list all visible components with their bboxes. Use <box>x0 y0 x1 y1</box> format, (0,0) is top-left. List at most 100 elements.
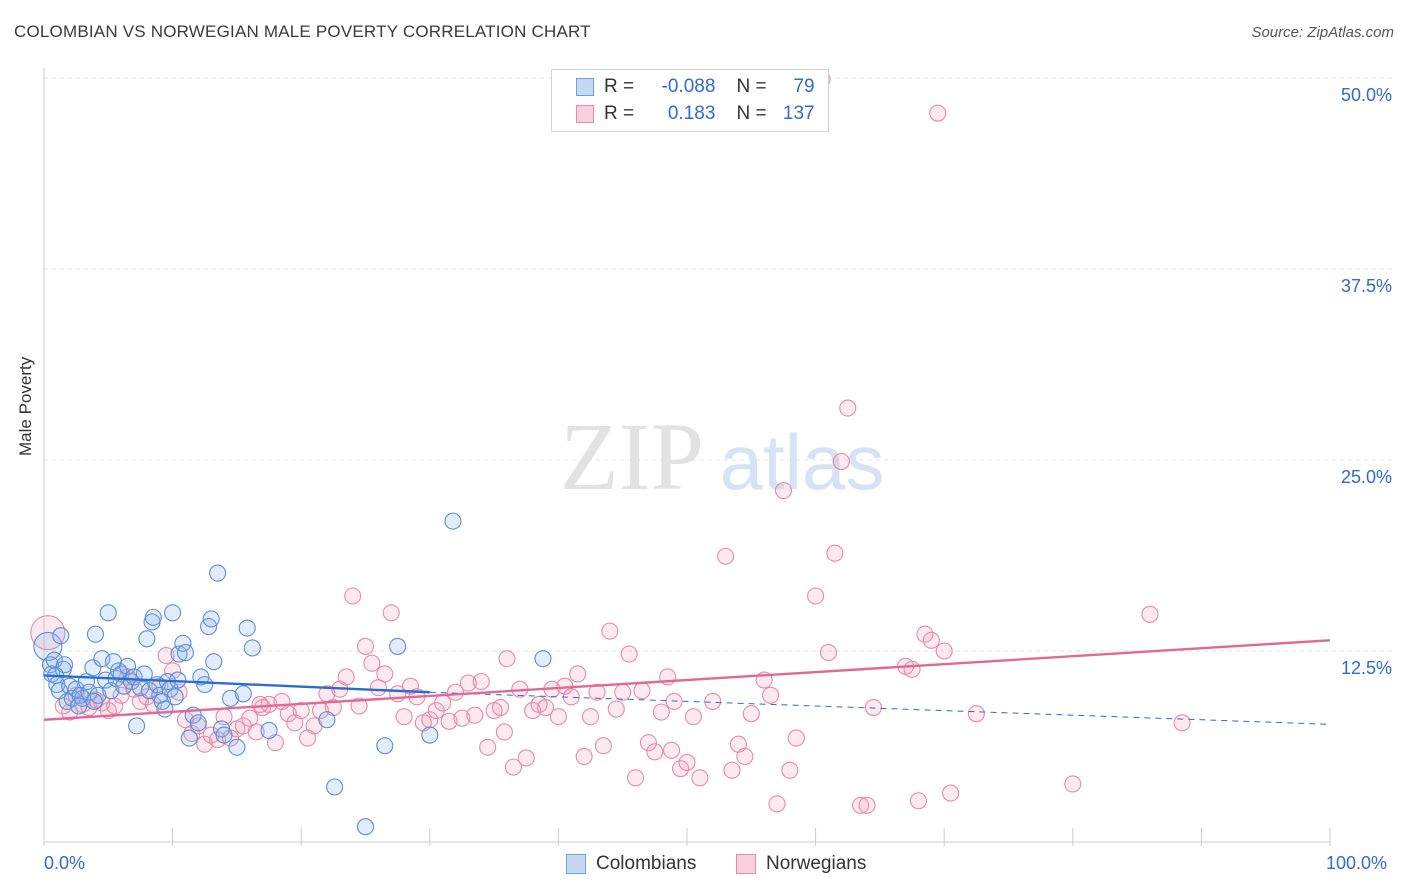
norwegians-point <box>903 660 921 678</box>
norwegians-point <box>832 452 850 471</box>
x-tick-label-min: 0.0% <box>44 853 86 873</box>
norwegians-point <box>929 104 947 122</box>
norwegians-point <box>607 700 625 718</box>
watermark-zip: ZIP <box>560 403 704 510</box>
colombians-point <box>389 637 407 655</box>
colombians-point <box>421 726 439 744</box>
norwegians-point <box>652 703 670 721</box>
colombians-point <box>166 688 184 706</box>
norwegians-point <box>601 622 619 640</box>
colombians-trend-line <box>43 674 430 694</box>
colombians-point <box>326 778 344 796</box>
legend-row-colombians: R = -0.088 N = 79 <box>576 75 815 99</box>
norwegians-point <box>446 683 465 701</box>
norwegians-point <box>916 625 934 643</box>
colombians-point <box>243 639 261 657</box>
norwegians-trend-line <box>43 639 1331 721</box>
norwegians-point <box>633 682 651 700</box>
norwegians-point <box>382 604 400 622</box>
source-label: Source: ZipAtlas.com <box>1251 24 1394 41</box>
norwegians-point <box>575 747 593 765</box>
colombians-point <box>45 651 63 669</box>
norwegians-point <box>922 631 940 649</box>
colombians-point <box>85 692 103 710</box>
norwegians-point <box>663 741 681 759</box>
r-value: -0.088 <box>661 76 716 97</box>
colombians-point <box>221 689 240 707</box>
colombians-point <box>33 631 63 661</box>
norwegians-point <box>395 708 413 726</box>
colombians-point <box>260 721 278 740</box>
colombians-point <box>128 717 146 735</box>
norwegians-point <box>369 679 387 697</box>
legend-label-colombians: Colombians <box>596 853 697 874</box>
norwegians-point <box>646 743 664 761</box>
norwegians-point <box>909 792 928 810</box>
n-label: N = <box>736 76 767 97</box>
colombians-point <box>196 676 214 694</box>
y-axis-label: Male Poverty <box>16 356 35 456</box>
norwegians-point <box>684 708 702 726</box>
norwegians-point <box>157 647 175 665</box>
colombians-point <box>215 726 233 744</box>
colombians-point <box>205 653 223 671</box>
norwegians-point <box>774 482 793 500</box>
colombians-point <box>84 659 102 677</box>
colombians-point <box>444 512 462 530</box>
norwegians-point <box>363 654 381 672</box>
norwegians-legend-swatch <box>736 854 756 874</box>
norwegians-point <box>627 769 645 787</box>
norwegians-point <box>549 708 567 726</box>
colombians-point <box>228 738 246 756</box>
colombians-point <box>122 673 140 691</box>
norwegians-point <box>704 692 722 710</box>
colombians-point <box>86 625 104 643</box>
norwegians-point <box>440 712 458 730</box>
norwegians-point <box>942 784 960 802</box>
colombians-point <box>180 729 198 747</box>
colombians-point <box>234 685 252 703</box>
n-value: 79 <box>793 76 815 97</box>
colombians-point <box>189 714 207 732</box>
norwegians-point <box>762 686 780 704</box>
colombians-point <box>164 604 182 622</box>
norwegians-point <box>1064 775 1082 793</box>
norwegians-point <box>498 650 516 668</box>
colombians-trend-extension <box>429 691 1331 725</box>
n-label: N = <box>736 103 767 124</box>
norwegians-point <box>453 709 471 727</box>
norwegians-point <box>536 698 555 717</box>
norwegians-point <box>807 587 825 605</box>
colombians-point <box>80 683 98 701</box>
norwegians-point <box>466 706 484 724</box>
norwegians-point <box>472 673 490 691</box>
norwegians-point <box>787 729 805 747</box>
legend-item-norwegians[interactable]: Norwegians <box>736 853 866 875</box>
colombians-swatch <box>576 78 594 96</box>
y-tick-label: 12.5% <box>1341 658 1392 678</box>
colombians-point <box>202 610 220 628</box>
watermark: ZIP atlas <box>560 403 884 510</box>
norwegians-point <box>421 711 439 729</box>
colombians-point <box>99 604 117 622</box>
y-tick-label: 37.5% <box>1341 276 1392 296</box>
legend-label-norwegians: Norwegians <box>766 853 867 874</box>
norwegians-point <box>852 796 870 814</box>
norwegians-point <box>241 709 259 727</box>
norwegians-point <box>672 760 690 778</box>
norwegians-point <box>967 705 985 723</box>
norwegians-point <box>356 637 375 655</box>
norwegians-point <box>614 683 632 701</box>
norwegians-point <box>479 738 497 756</box>
norwegians-point <box>723 761 741 779</box>
watermark-atlas: atlas <box>720 418 885 506</box>
norwegians-point <box>736 747 754 765</box>
norwegians-swatch <box>576 105 594 123</box>
legend-item-colombians[interactable]: Colombians <box>566 853 696 875</box>
norwegians-point <box>768 795 786 813</box>
colombians-point <box>144 608 162 626</box>
norwegians-point <box>620 645 638 663</box>
norwegians-point <box>1141 605 1159 623</box>
norwegians-point <box>717 547 735 565</box>
